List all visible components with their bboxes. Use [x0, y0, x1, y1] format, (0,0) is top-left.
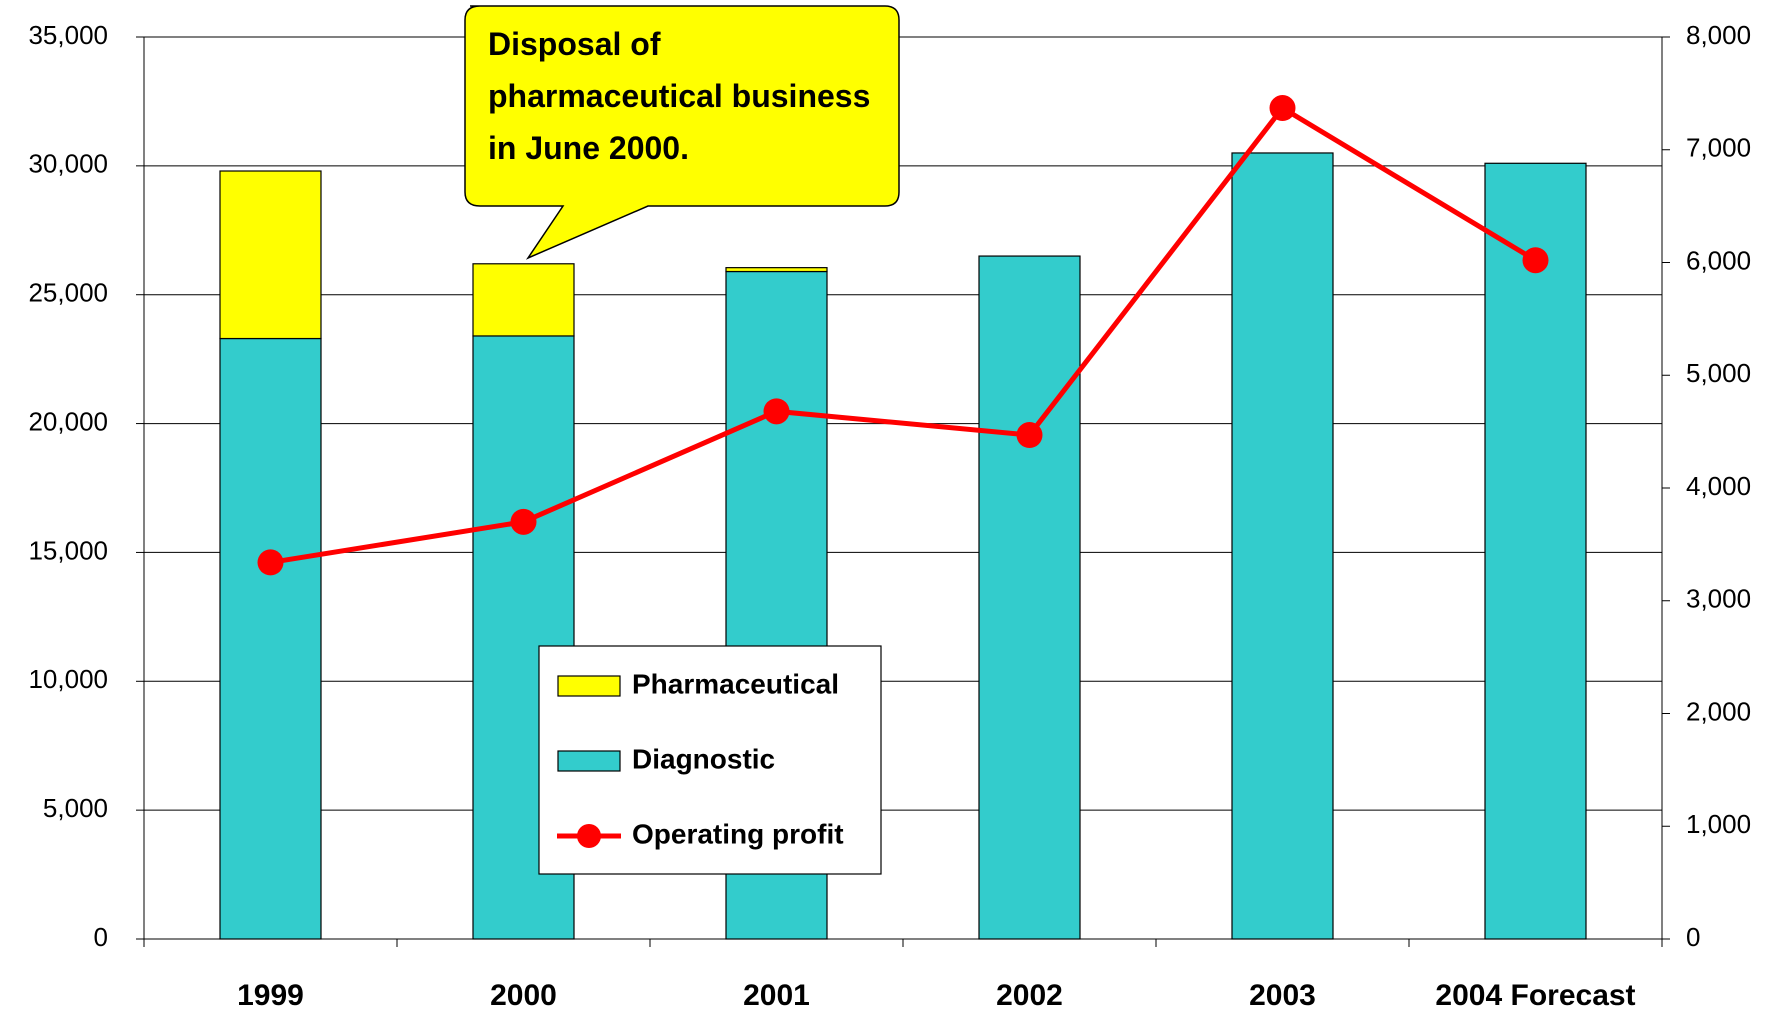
- plot-area: [144, 37, 1662, 939]
- callout-bubble: [464, 5, 900, 260]
- bar: [1231, 152, 1334, 940]
- line-marker: [763, 398, 790, 425]
- x-tick-label: 2004 Forecast: [1435, 979, 1635, 1012]
- line: [270, 104, 1537, 565]
- legend-label: Diagnostic: [632, 743, 775, 774]
- y2-tick-label: 5,000: [1686, 358, 1751, 388]
- y2-tick-label: 8,000: [1686, 20, 1751, 50]
- y-tick-label: 15,000: [28, 535, 108, 565]
- line-marker: [1522, 247, 1549, 274]
- bar: [219, 170, 322, 340]
- y2-tick-label: 3,000: [1686, 584, 1751, 614]
- bar: [472, 263, 575, 337]
- y-tick-label: 20,000: [28, 406, 108, 436]
- legend-label: Operating profit: [632, 818, 844, 849]
- y2-tick-label: 7,000: [1686, 133, 1751, 163]
- line-marker: [1269, 95, 1296, 122]
- legend-marker: [577, 824, 601, 848]
- y-tick-label: 5,000: [43, 793, 108, 823]
- line-marker: [1016, 422, 1043, 449]
- y-tick-label: 0: [94, 922, 108, 952]
- x-tick-label: 1999: [237, 979, 304, 1012]
- y-tick-label: 35,000: [28, 20, 108, 50]
- y-tick-label: 25,000: [28, 278, 108, 308]
- bar: [725, 267, 828, 273]
- y2-tick-label: 1,000: [1686, 809, 1751, 839]
- x-tick-label: 2002: [996, 979, 1063, 1012]
- y-tick-label: 10,000: [28, 664, 108, 694]
- y2-tick-label: 6,000: [1686, 245, 1751, 275]
- bar: [1484, 162, 1587, 940]
- x-tick-label: 2003: [1249, 979, 1316, 1012]
- legend-swatch: [557, 750, 621, 772]
- bar: [219, 337, 322, 940]
- legend-label: Pharmaceutical: [632, 668, 839, 699]
- x-tick-label: 2001: [743, 979, 810, 1012]
- x-tick-label: 2000: [490, 979, 557, 1012]
- bar: [978, 255, 1081, 940]
- y2-tick-label: 2,000: [1686, 696, 1751, 726]
- legend-swatch: [557, 675, 621, 697]
- y2-tick-label: 4,000: [1686, 471, 1751, 501]
- y-tick-label: 30,000: [28, 149, 108, 179]
- y2-tick-label: 0: [1686, 922, 1700, 952]
- callout-text: Disposal of pharmaceutical business in J…: [488, 26, 871, 166]
- line-marker: [257, 549, 284, 576]
- line-marker: [510, 508, 537, 535]
